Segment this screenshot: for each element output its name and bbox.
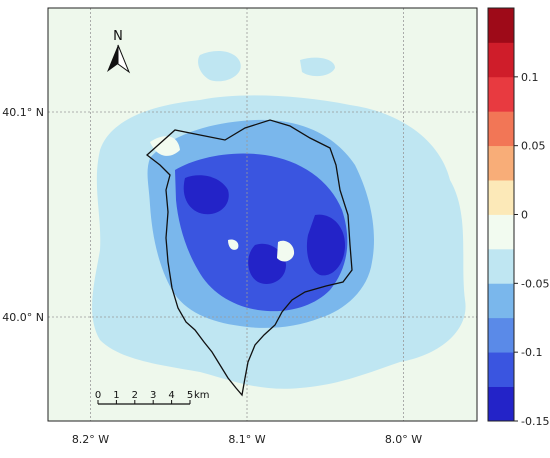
- lon-tick-label: 8.0° W: [385, 433, 422, 446]
- north-label: N: [113, 29, 123, 44]
- colorbar-tick-label: 0.05: [521, 140, 546, 153]
- colorbar-tick-label: 0: [521, 209, 528, 222]
- field-hole: [277, 240, 295, 262]
- field-hole: [228, 239, 239, 250]
- field-halo-ext: [198, 50, 241, 82]
- latitude-labels: 40.1° N 40.0° N: [2, 106, 44, 324]
- scale-bar-tick-label: 3: [150, 390, 156, 401]
- north-arrow-left-half: [107, 45, 118, 72]
- field-deepest: [183, 175, 229, 215]
- lat-tick-label: 40.0° N: [2, 311, 44, 324]
- scale-bar-unit: km: [194, 390, 210, 401]
- colorbar-segment: [488, 386, 514, 422]
- colorbar-tick-label: -0.1: [521, 346, 542, 359]
- map-frame: [47, 7, 478, 422]
- colorbar-tick-label: -0.05: [521, 277, 549, 290]
- colorbar-segment: [488, 42, 514, 78]
- field-deepest: [306, 214, 345, 276]
- region-boundary: [145, 119, 353, 397]
- anomaly-field: [92, 50, 466, 389]
- scale-bar-tick-label: 0: [95, 390, 101, 401]
- colorbar: 0.1 0.05 0 -0.05 -0.1 -0.15: [487, 7, 549, 428]
- scale-bar-tick-label: 2: [132, 390, 138, 401]
- north-arrow-right-half: [117, 44, 131, 74]
- longitude-labels: 8.2° W 8.1° W 8.0° W: [72, 433, 422, 446]
- colorbar-segment: [488, 317, 514, 353]
- colorbar-tick-label: 0.1: [521, 71, 539, 84]
- colorbar-segment: [488, 180, 514, 215]
- north-arrow-icon: N: [107, 29, 131, 74]
- lat-tick-label: 40.1° N: [2, 106, 44, 119]
- colorbar-segment: [488, 145, 514, 181]
- colorbar-segment: [488, 8, 514, 43]
- colorbar-segment: [488, 352, 514, 387]
- colorbar-segment: [488, 283, 514, 319]
- scale-bar-tick-label: 5: [187, 390, 193, 401]
- scale-bar-tick-label: 1: [113, 390, 119, 401]
- field-deepest: [248, 243, 286, 285]
- lon-tick-label: 8.1° W: [228, 433, 265, 446]
- field-halo-ext: [300, 57, 335, 77]
- scale-bar: 0 1 2 3 4 5 km: [95, 390, 210, 405]
- colorbar-segment: [488, 248, 514, 284]
- field-hole: [150, 136, 180, 156]
- colorbar-tick-label: -0.15: [521, 415, 549, 428]
- scale-bar-tick-label: 4: [168, 390, 174, 401]
- colorbar-segment: [488, 111, 514, 147]
- colorbar-segment: [488, 76, 514, 112]
- colorbar-segment: [488, 214, 514, 250]
- lon-tick-label: 8.2° W: [72, 433, 109, 446]
- graticule: [48, 8, 477, 421]
